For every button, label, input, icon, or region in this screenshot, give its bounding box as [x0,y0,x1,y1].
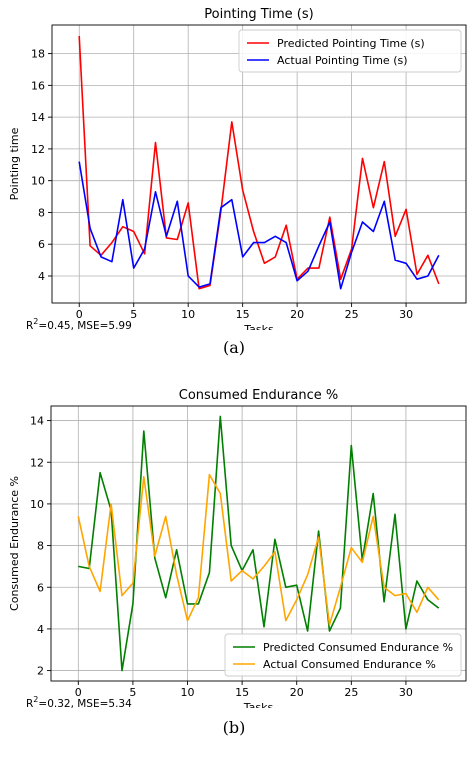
chart1-legend: Predicted Consumed Endurance % Actual Con… [224,633,462,677]
chart1-stats-exp: 2 [33,695,38,704]
chart1-x-tick-label-0: 0 [75,686,82,699]
chart1-x-tick-label-10: 10 [181,686,195,699]
chart1-y-axis-label: Consumed Endurance % [8,476,21,611]
chart1-legend-label-0: Predicted Consumed Endurance % [263,641,453,654]
chart1-legend-label-1: Actual Consumed Endurance % [263,658,436,671]
chart1-x-axis-label: Tasks [243,701,274,708]
chart0-x-tick-label-20: 20 [290,308,304,321]
chart0-series-line-0 [78,36,440,290]
chart0-y-axis-label: Pointing time [8,127,21,200]
consumed-endurance-chart: Consumed Endurance % 0 5 10 15 20 25 30 2 4 6 8 10 12… [8,388,467,708]
chart0-x-tick-label-30: 30 [399,308,413,321]
chart0-title: Pointing Time (s) [204,7,313,22]
chart1-stats-value: =0.32, MSE=5.34 [38,698,132,708]
chart1-stats-annotation: R2=0.32, MSE=5.34 [26,695,132,708]
chart0-stats-annotation: R2=0.45, MSE=5.99 [26,317,132,330]
chart0-x-axis-label: Tasks [243,323,274,330]
chart1-y-tick-label-10: 10 [30,498,44,511]
chart0-y-tick-label-10: 10 [31,175,45,188]
chart1-legend-box [224,633,462,677]
chart0-series-line-1 [78,161,440,290]
chart0-x-tick-label-5: 5 [130,308,137,321]
chart0-y-tick-label-16: 16 [31,79,45,92]
pointing-time-chart: Pointing Time (s) 0 5 10 15 20 25 30 4 6 8 10 12 14 16… [8,7,467,330]
chart1-y-tick-label-14: 14 [30,415,44,428]
chart0-x-tick-label-15: 15 [236,308,250,321]
chart0-x-tick-label-10: 10 [181,308,195,321]
chart1-stats-r: R [26,698,33,708]
chart0-y-tick-label-14: 14 [31,111,45,124]
caption-b: (b) [222,718,246,737]
chart1-series-line-0 [78,415,440,672]
chart1-x-tick-label-30: 30 [399,686,413,699]
chart0-x-tick-label-25: 25 [345,308,359,321]
chart0-stats-value: =0.45, MSE=5.99 [38,320,131,330]
chart1-y-tick-label-4: 4 [37,623,44,636]
chart0-stats-exp: 2 [33,317,38,326]
chart0-y-tick-label-8: 8 [38,206,45,219]
chart0-y-tick-label-12: 12 [31,143,45,156]
chart1-x-tick-label-20: 20 [290,686,304,699]
chart0-legend: Predicted Pointing Time (s) Actual Pointi… [238,29,462,73]
chart1-x-tick-label-25: 25 [344,686,358,699]
chart0-legend-label-1: Actual Pointing Time (s) [277,54,408,67]
chart1-title: Consumed Endurance % [179,388,338,403]
chart1-x-tick-label-5: 5 [129,686,136,699]
caption-a: (a) [222,338,246,357]
chart0-stats-r: R [26,320,33,330]
chart1-y-tick-label-2: 2 [37,665,44,678]
chart1-series-line-1 [77,473,440,626]
chart1-plot-frame [50,405,467,682]
chart0-x-tick-label-0: 0 [76,308,83,321]
chart1-x-tick-label-15: 15 [235,686,249,699]
chart1-y-tick-label-8: 8 [37,540,44,553]
chart0-legend-box [238,29,462,73]
chart1-y-tick-label-12: 12 [30,456,44,469]
chart1-y-tick-label-6: 6 [37,581,44,594]
chart0-y-tick-label-6: 6 [38,238,45,251]
chart0-plot-frame [51,24,467,304]
chart0-legend-label-0: Predicted Pointing Time (s) [277,37,425,50]
chart0-y-tick-label-4: 4 [38,270,45,283]
chart0-y-tick-label-18: 18 [31,48,45,61]
